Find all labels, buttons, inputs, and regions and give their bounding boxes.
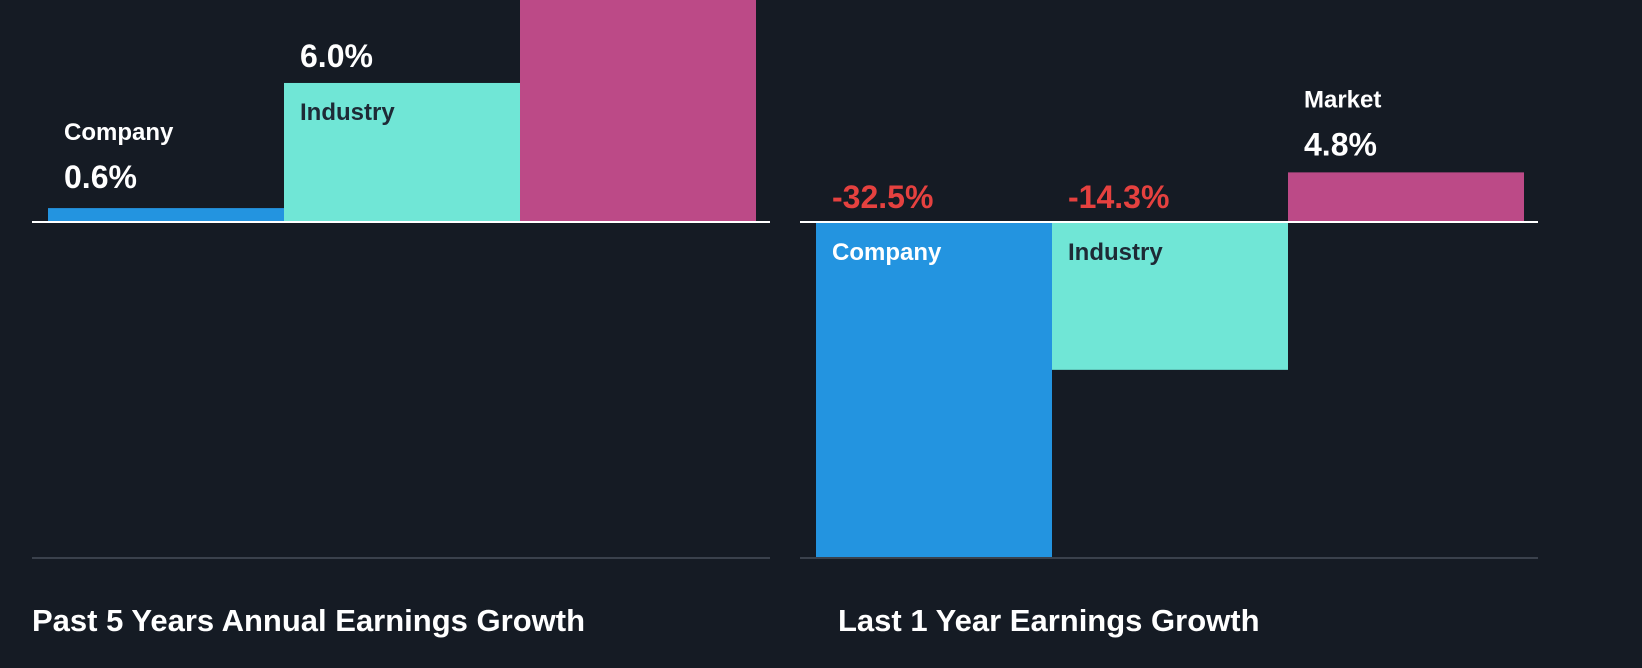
value-label-company: -32.5% xyxy=(832,179,933,215)
value-label-market: 4.8% xyxy=(1304,126,1377,162)
bar-industry xyxy=(1052,222,1288,370)
category-label-industry: Industry xyxy=(300,99,395,126)
value-label-industry: -14.3% xyxy=(1068,179,1169,215)
bar-market xyxy=(520,0,756,222)
category-label-company: Company xyxy=(832,239,942,266)
bar-company xyxy=(48,208,284,222)
category-label-company: Company xyxy=(64,119,174,146)
last-1-year-chart: Company -32.5% Industry -14.3% Market 4.8% xyxy=(800,86,1538,559)
bar-market xyxy=(1288,172,1524,222)
bar-company xyxy=(816,222,1052,558)
value-label-industry: 6.0% xyxy=(300,38,373,74)
category-label-industry: Industry xyxy=(1068,239,1163,266)
value-label-company: 0.6% xyxy=(64,159,137,195)
chart-title-last-1-year: Last 1 Year Earnings Growth xyxy=(838,603,1260,638)
bar-industry xyxy=(284,82,520,222)
category-label-market: Market xyxy=(1304,86,1381,113)
chart-title-past-5-years: Past 5 Years Annual Earnings Growth xyxy=(32,603,586,638)
